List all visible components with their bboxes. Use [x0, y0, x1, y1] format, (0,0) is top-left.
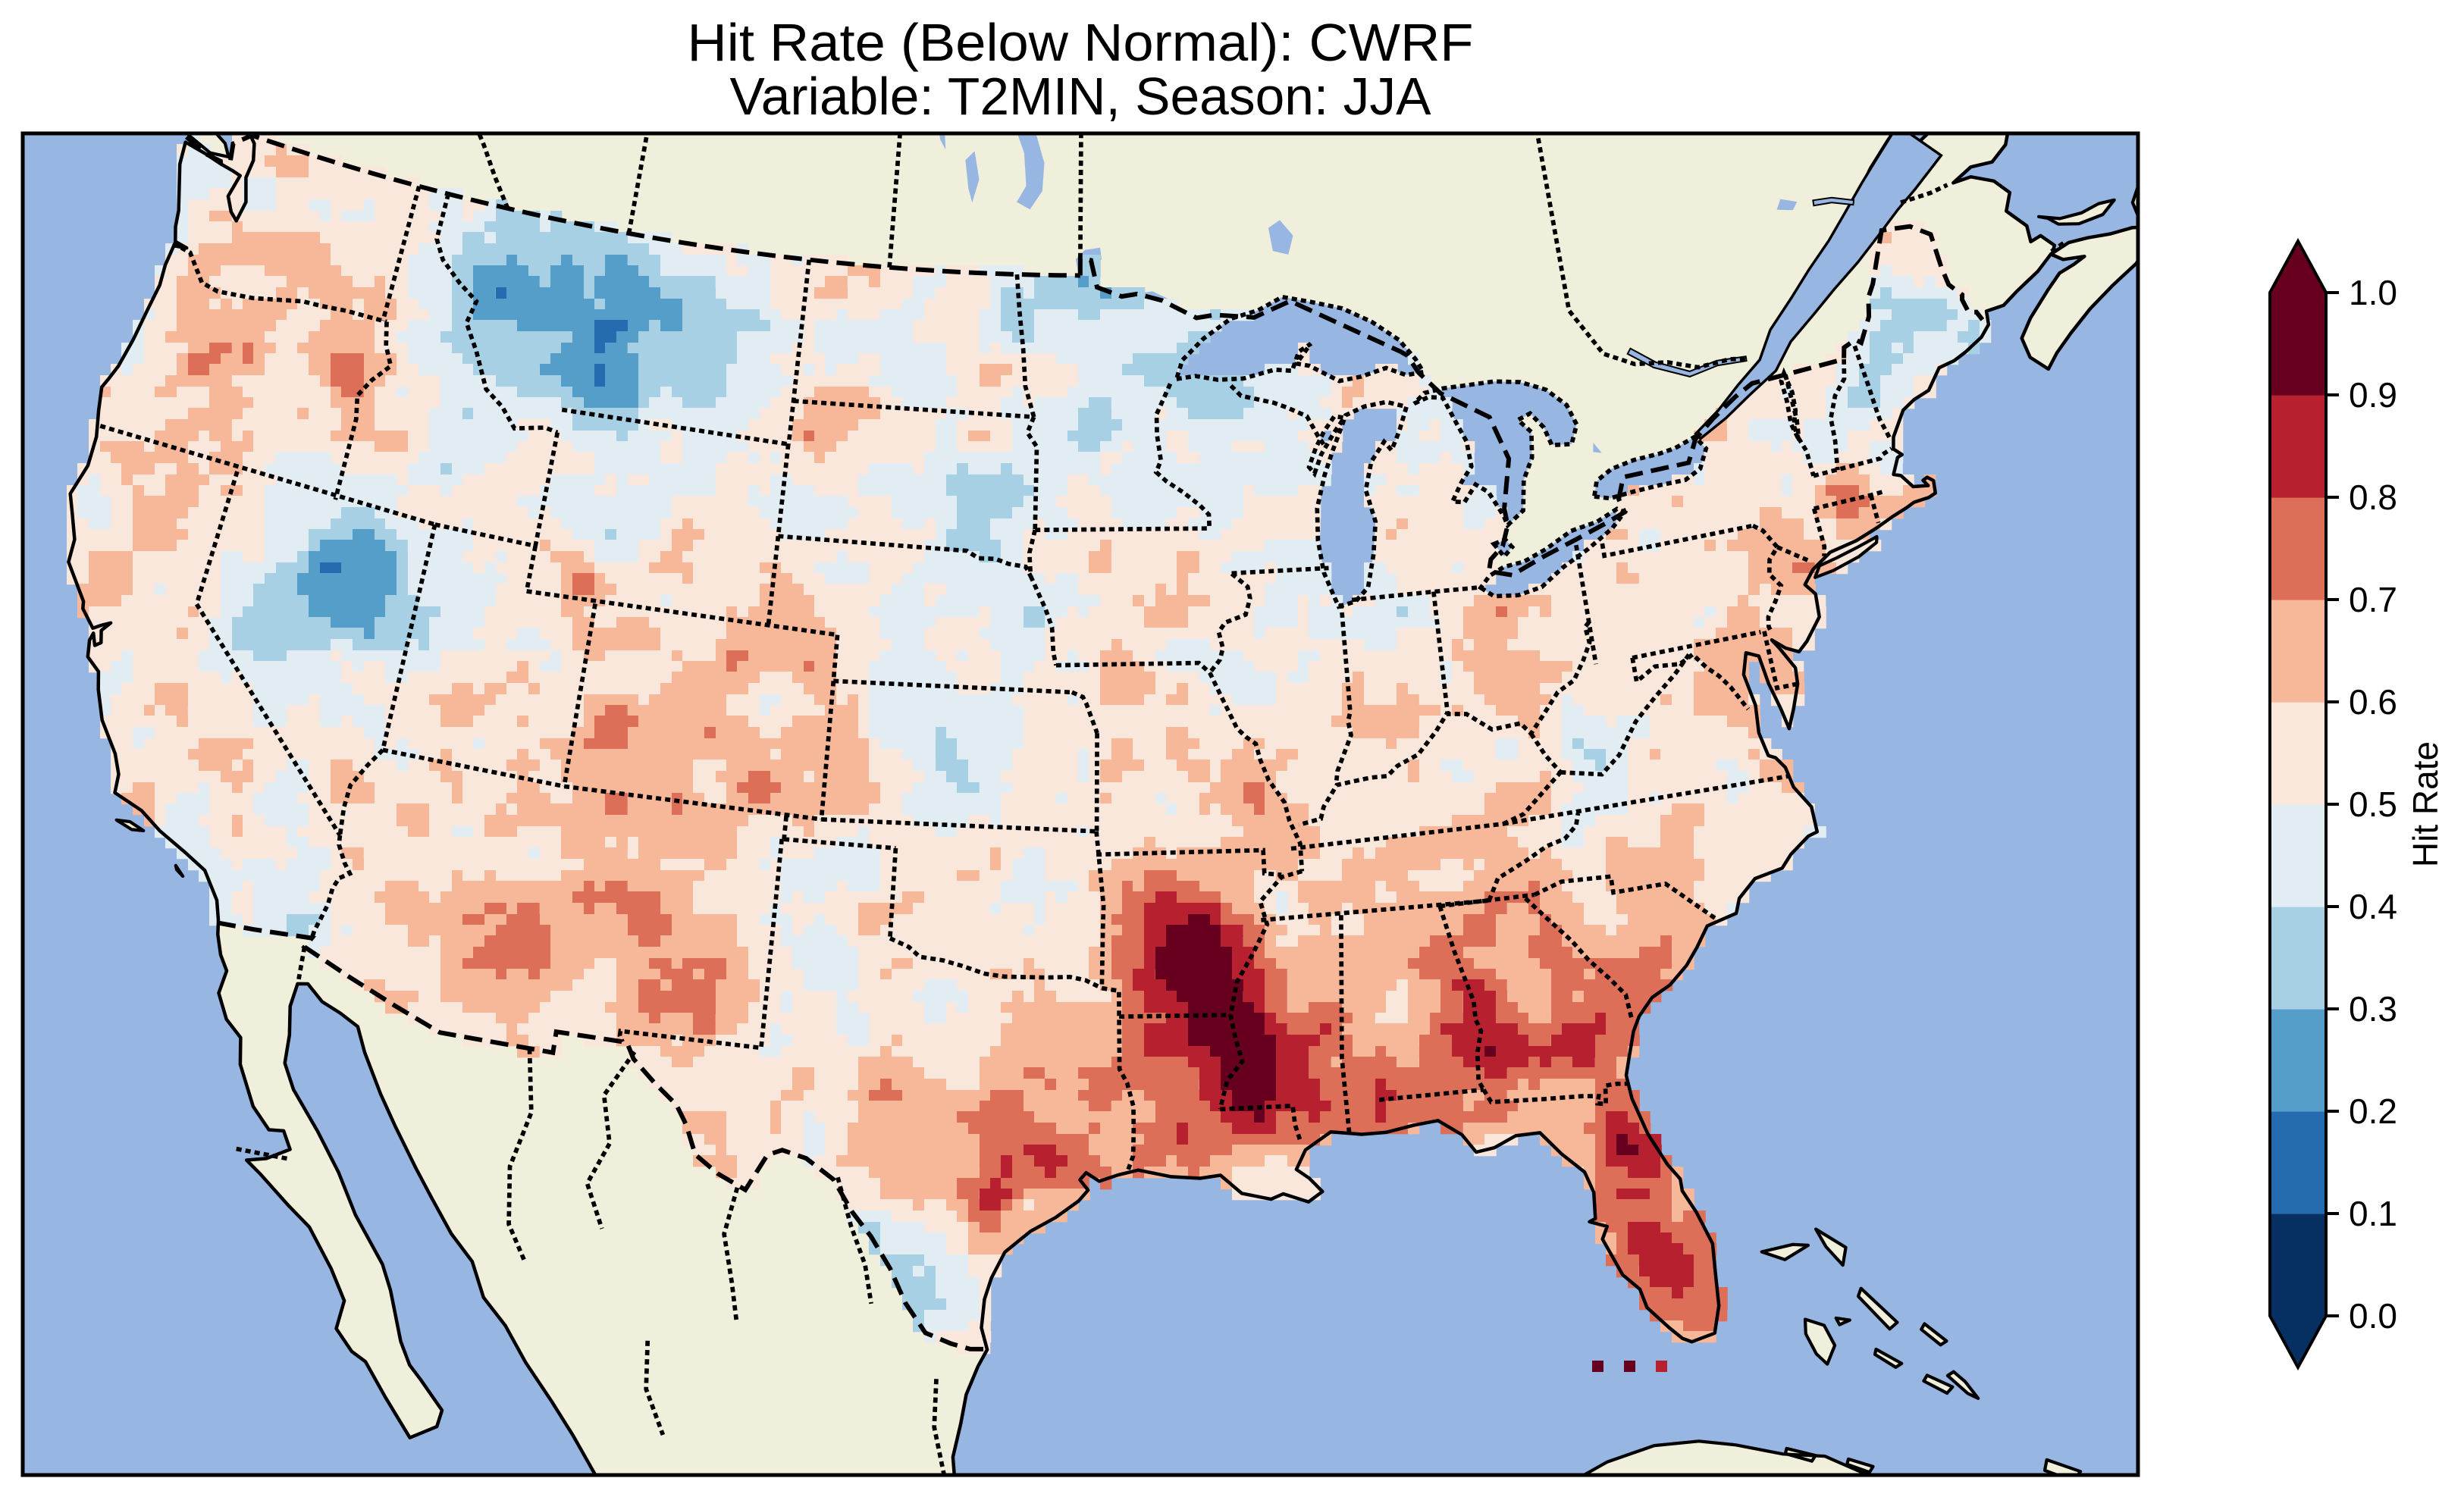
- svg-text:0.6: 0.6: [2349, 682, 2397, 722]
- svg-text:Hit Rate: Hit Rate: [2406, 741, 2445, 867]
- svg-text:0.3: 0.3: [2349, 989, 2397, 1029]
- svg-text:0.5: 0.5: [2349, 785, 2397, 824]
- svg-text:0.9: 0.9: [2349, 375, 2397, 415]
- svg-text:0.4: 0.4: [2349, 887, 2397, 926]
- svg-text:0.2: 0.2: [2349, 1092, 2397, 1131]
- svg-text:0.1: 0.1: [2349, 1194, 2397, 1233]
- svg-text:Hit Rate (Below Normal): CWRF: Hit Rate (Below Normal): CWRF: [688, 13, 1474, 72]
- svg-text:1.0: 1.0: [2349, 273, 2397, 312]
- svg-text:0.0: 0.0: [2349, 1296, 2397, 1336]
- svg-text:0.8: 0.8: [2349, 478, 2397, 517]
- svg-text:0.7: 0.7: [2349, 580, 2397, 619]
- svg-text:Variable: T2MIN, Season: JJA: Variable: T2MIN, Season: JJA: [730, 67, 1431, 126]
